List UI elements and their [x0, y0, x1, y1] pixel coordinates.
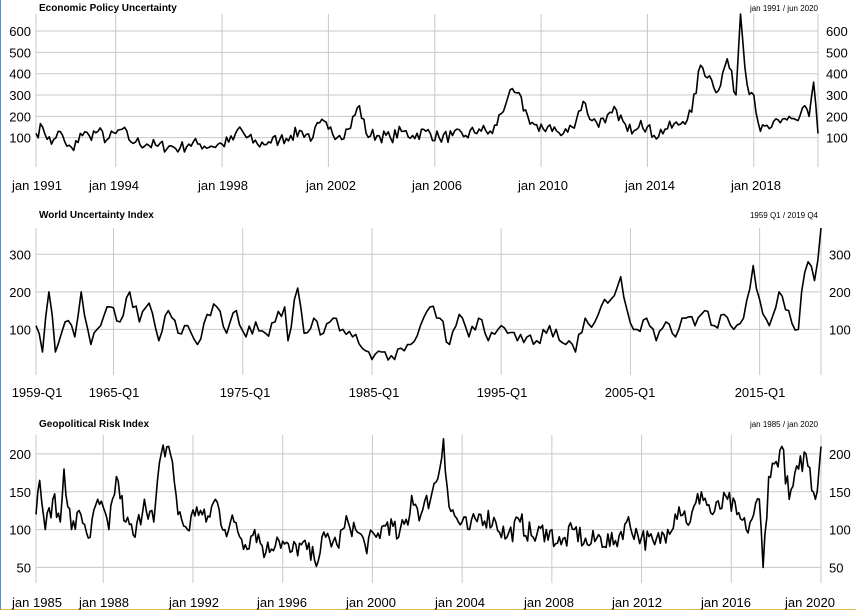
y-tick-label-left: 100 [9, 131, 31, 146]
x-tick-label: jan 1988 [78, 595, 129, 610]
y-tick-label-left: 200 [9, 285, 31, 300]
x-tick-label: jan 2014 [624, 178, 675, 193]
x-tick-label: jan 2002 [305, 178, 356, 193]
series-line [35, 438, 822, 569]
y-tick-label-left: 200 [9, 447, 31, 462]
y-tick-label-right: 100 [829, 322, 851, 337]
x-tick-label: jan 2016 [700, 595, 751, 610]
y-tick-label-left: 300 [9, 88, 31, 103]
y-tick-label-right: 50 [829, 560, 843, 575]
series-line [35, 227, 822, 361]
x-tick-label: jan 2012 [611, 595, 662, 610]
y-tick-label-right: 600 [826, 24, 848, 39]
date-range-label: 1959 Q1 / 2019 Q4 [750, 211, 819, 220]
y-tick-label-left: 600 [9, 24, 31, 39]
y-tick-label-left: 100 [9, 523, 31, 538]
y-tick-label-right: 200 [829, 285, 851, 300]
y-tick-label-left: 500 [9, 45, 31, 60]
x-tick-label: 2015-Q1 [735, 385, 786, 400]
chart-title: Economic Policy Uncertainty [39, 3, 177, 14]
x-tick-label: jan 1985 [11, 595, 62, 610]
x-tick-label: jan 2018 [730, 178, 781, 193]
y-tick-label-left: 300 [9, 247, 31, 262]
x-tick-label: jan 1998 [197, 178, 248, 193]
y-tick-label-right: 200 [829, 447, 851, 462]
y-tick-label-left: 400 [9, 67, 31, 82]
y-tick-label-left: 200 [9, 109, 31, 124]
x-tick-label: jan 2008 [523, 595, 574, 610]
x-tick-label: jan 1992 [168, 595, 219, 610]
x-tick-label: jan 2010 [517, 178, 568, 193]
chart-panel-2: World Uncertainty Index 1959 Q1 / 2019 Q4… [9, 210, 850, 400]
y-tick-label-left: 100 [9, 322, 31, 337]
y-tick-label-right: 400 [826, 67, 848, 82]
y-tick-label-right: 500 [826, 45, 848, 60]
x-tick-label: jan 1996 [256, 595, 307, 610]
date-range-label: jan 1985 / jan 2020 [749, 420, 819, 429]
y-tick-label-right: 300 [826, 88, 848, 103]
x-tick-label: 1959-Q1 [12, 385, 63, 400]
x-tick-label: jan 1991 [11, 178, 62, 193]
x-tick-label: jan 1994 [88, 178, 139, 193]
date-range-label: jan 1991 / jun 2020 [749, 4, 819, 13]
y-tick-label-left: 50 [17, 560, 31, 575]
y-tick-label-right: 300 [829, 247, 851, 262]
chart-panel-3: Geopolitical Risk Index jan 1985 / jan 20… [9, 419, 850, 610]
y-tick-label-right: 200 [826, 109, 848, 124]
x-tick-label: jan 2000 [345, 595, 396, 610]
x-tick-label: jan 2004 [434, 595, 485, 610]
x-tick-label: jan 2020 [784, 595, 835, 610]
x-tick-label: 2005-Q1 [605, 385, 656, 400]
y-tick-label-left: 150 [9, 485, 31, 500]
chart-title: World Uncertainty Index [39, 210, 154, 221]
y-tick-label-right: 100 [829, 523, 851, 538]
chart-panel-1: Economic Policy Uncertainty jan 1991 / ju… [9, 3, 847, 193]
x-tick-label: 1995-Q1 [477, 385, 528, 400]
y-tick-label-right: 150 [829, 485, 851, 500]
x-tick-label: 1965-Q1 [89, 385, 140, 400]
x-tick-label: jan 2006 [411, 178, 462, 193]
y-tick-label-right: 100 [826, 131, 848, 146]
x-tick-label: 1975-Q1 [220, 385, 271, 400]
chart-title: Geopolitical Risk Index [39, 419, 149, 430]
x-tick-label: 1985-Q1 [349, 385, 400, 400]
series-line [35, 13, 819, 153]
